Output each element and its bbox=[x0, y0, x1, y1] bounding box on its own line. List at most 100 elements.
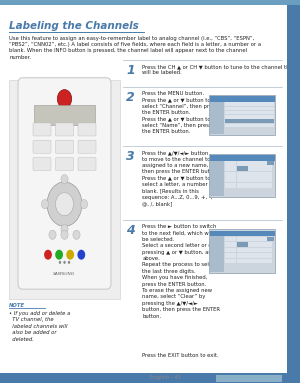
FancyBboxPatch shape bbox=[248, 253, 260, 258]
FancyBboxPatch shape bbox=[18, 78, 111, 289]
FancyBboxPatch shape bbox=[210, 96, 274, 102]
FancyBboxPatch shape bbox=[0, 373, 300, 383]
FancyBboxPatch shape bbox=[237, 253, 248, 258]
Circle shape bbox=[61, 230, 68, 239]
FancyBboxPatch shape bbox=[33, 123, 51, 136]
Text: • If you add or delete a
  TV channel, the
  labeled channels will
  also be add: • If you add or delete a TV channel, the… bbox=[9, 311, 70, 342]
FancyBboxPatch shape bbox=[225, 253, 236, 258]
FancyBboxPatch shape bbox=[209, 229, 275, 273]
Text: English - 47: English - 47 bbox=[150, 375, 181, 380]
Text: 3: 3 bbox=[126, 150, 135, 163]
FancyBboxPatch shape bbox=[260, 183, 272, 188]
FancyBboxPatch shape bbox=[33, 140, 51, 153]
Circle shape bbox=[61, 224, 68, 234]
FancyBboxPatch shape bbox=[260, 177, 272, 182]
FancyBboxPatch shape bbox=[9, 80, 120, 299]
FancyBboxPatch shape bbox=[225, 111, 274, 115]
FancyBboxPatch shape bbox=[225, 177, 236, 182]
FancyBboxPatch shape bbox=[225, 124, 274, 127]
FancyBboxPatch shape bbox=[216, 375, 282, 382]
Text: 4: 4 bbox=[126, 224, 135, 237]
Circle shape bbox=[77, 250, 85, 260]
FancyBboxPatch shape bbox=[209, 154, 275, 197]
FancyBboxPatch shape bbox=[225, 242, 236, 247]
Text: Labeling the Channels: Labeling the Channels bbox=[9, 21, 139, 31]
FancyBboxPatch shape bbox=[225, 172, 236, 177]
FancyBboxPatch shape bbox=[260, 248, 272, 252]
FancyBboxPatch shape bbox=[225, 106, 274, 110]
FancyBboxPatch shape bbox=[225, 115, 274, 119]
FancyBboxPatch shape bbox=[237, 242, 248, 247]
Text: Press the ► button to switch
to the next field, which will
be selected.
Select a: Press the ► button to switch to the next… bbox=[142, 224, 221, 319]
FancyBboxPatch shape bbox=[210, 155, 274, 160]
Text: SAMSUNG: SAMSUNG bbox=[53, 272, 76, 276]
FancyBboxPatch shape bbox=[237, 237, 248, 241]
FancyBboxPatch shape bbox=[56, 140, 74, 153]
Circle shape bbox=[73, 230, 80, 239]
FancyBboxPatch shape bbox=[210, 160, 224, 196]
FancyBboxPatch shape bbox=[237, 166, 248, 171]
FancyBboxPatch shape bbox=[56, 123, 74, 136]
FancyBboxPatch shape bbox=[260, 259, 272, 264]
FancyBboxPatch shape bbox=[56, 157, 74, 170]
FancyBboxPatch shape bbox=[225, 102, 274, 106]
Circle shape bbox=[41, 200, 49, 209]
Circle shape bbox=[80, 200, 88, 209]
FancyBboxPatch shape bbox=[237, 183, 248, 188]
Text: Use this feature to assign an easy-to-remember label to analog channel (i.e., “C: Use this feature to assign an easy-to-re… bbox=[9, 36, 261, 60]
FancyBboxPatch shape bbox=[260, 161, 272, 165]
FancyBboxPatch shape bbox=[33, 157, 51, 170]
Text: 1: 1 bbox=[126, 64, 135, 77]
FancyBboxPatch shape bbox=[78, 157, 96, 170]
FancyBboxPatch shape bbox=[237, 259, 248, 264]
FancyBboxPatch shape bbox=[260, 242, 272, 247]
FancyBboxPatch shape bbox=[248, 237, 260, 241]
Text: Press the MENU button.
Press the ▲ or ▼ button to
select “Channel”, then press
t: Press the MENU button. Press the ▲ or ▼ … bbox=[142, 91, 218, 134]
Circle shape bbox=[56, 193, 74, 216]
FancyBboxPatch shape bbox=[225, 166, 236, 171]
FancyBboxPatch shape bbox=[237, 172, 248, 177]
FancyBboxPatch shape bbox=[225, 161, 236, 165]
Circle shape bbox=[59, 261, 61, 264]
FancyBboxPatch shape bbox=[237, 161, 248, 165]
Circle shape bbox=[55, 250, 63, 260]
Circle shape bbox=[61, 175, 68, 184]
Circle shape bbox=[63, 261, 66, 264]
Text: Press the CH ▲ or CH ▼ button to tune to the channel that
will be labeled.: Press the CH ▲ or CH ▼ button to tune to… bbox=[142, 64, 296, 75]
FancyBboxPatch shape bbox=[34, 105, 95, 125]
FancyBboxPatch shape bbox=[78, 123, 96, 136]
FancyBboxPatch shape bbox=[210, 231, 274, 236]
FancyBboxPatch shape bbox=[78, 140, 96, 153]
FancyBboxPatch shape bbox=[248, 259, 260, 264]
Text: Press the ▲/▼/◄/► button
to move to the channel to be
assigned to a new name,
th: Press the ▲/▼/◄/► button to move to the … bbox=[142, 150, 220, 206]
FancyBboxPatch shape bbox=[237, 248, 248, 252]
Text: Press the EXIT button to exit.: Press the EXIT button to exit. bbox=[142, 353, 219, 358]
FancyBboxPatch shape bbox=[225, 259, 236, 264]
FancyBboxPatch shape bbox=[286, 0, 300, 383]
Circle shape bbox=[57, 90, 72, 108]
Circle shape bbox=[49, 230, 56, 239]
FancyBboxPatch shape bbox=[210, 102, 224, 134]
FancyBboxPatch shape bbox=[237, 177, 248, 182]
FancyBboxPatch shape bbox=[248, 242, 260, 247]
FancyBboxPatch shape bbox=[248, 172, 260, 177]
FancyBboxPatch shape bbox=[260, 253, 272, 258]
FancyBboxPatch shape bbox=[209, 95, 275, 135]
FancyBboxPatch shape bbox=[248, 183, 260, 188]
FancyBboxPatch shape bbox=[260, 237, 272, 241]
Circle shape bbox=[44, 250, 52, 260]
FancyBboxPatch shape bbox=[225, 248, 236, 252]
FancyBboxPatch shape bbox=[225, 119, 274, 123]
FancyBboxPatch shape bbox=[248, 248, 260, 252]
FancyBboxPatch shape bbox=[267, 161, 274, 165]
FancyBboxPatch shape bbox=[267, 237, 274, 241]
Circle shape bbox=[66, 250, 74, 260]
FancyBboxPatch shape bbox=[0, 0, 300, 5]
FancyBboxPatch shape bbox=[248, 177, 260, 182]
FancyBboxPatch shape bbox=[225, 237, 236, 241]
Circle shape bbox=[68, 261, 70, 264]
FancyBboxPatch shape bbox=[260, 172, 272, 177]
FancyBboxPatch shape bbox=[248, 166, 260, 171]
FancyBboxPatch shape bbox=[210, 236, 224, 272]
FancyBboxPatch shape bbox=[248, 161, 260, 165]
